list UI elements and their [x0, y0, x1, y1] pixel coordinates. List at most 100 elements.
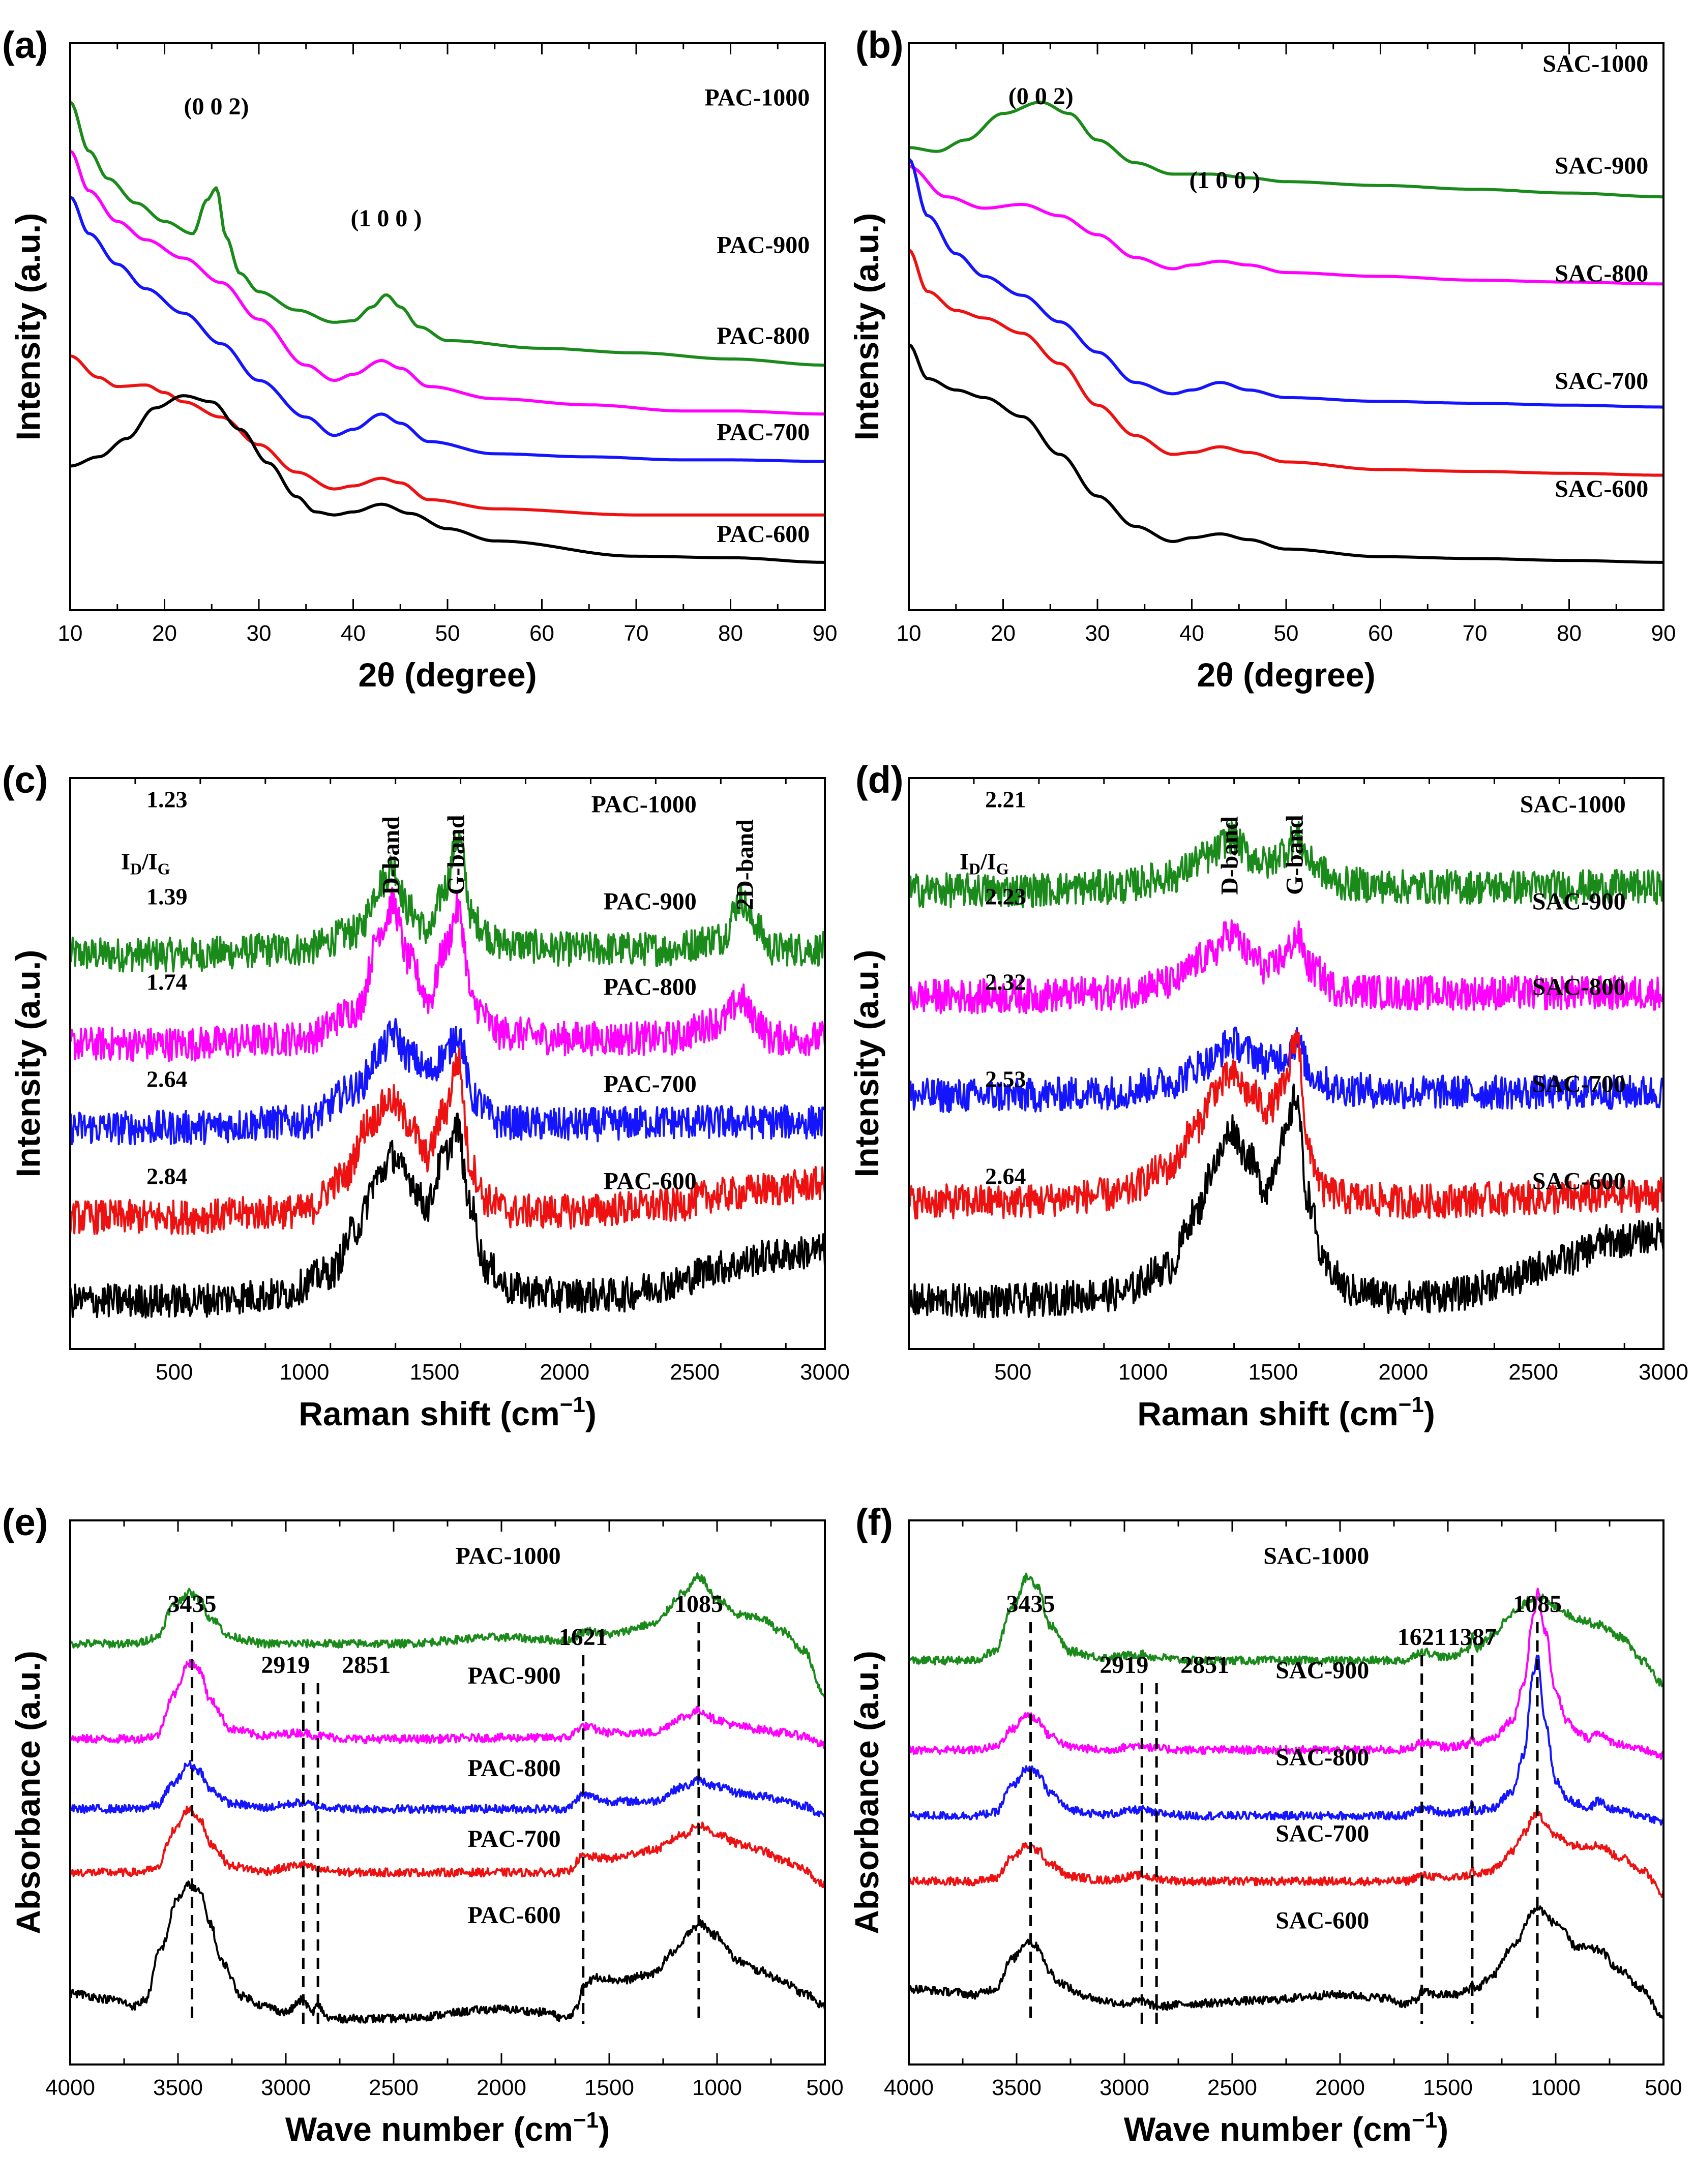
series-label-PAC-900: PAC-900 [717, 232, 810, 259]
x-axis-label: Wave number (cm−1) [1124, 2108, 1448, 2148]
x-tick-label: 20 [152, 621, 177, 646]
band-annotation: G-band [1281, 815, 1308, 895]
series-line-PAC-1000 [69, 1572, 826, 1698]
series-label-SAC-1000: SAC-1000 [1520, 791, 1626, 818]
series-line-PAC-800 [69, 1760, 826, 1817]
x-axis-label: 2θ (degree) [358, 656, 537, 694]
x-tick-label: 30 [247, 621, 272, 646]
series-label-PAC-700: PAC-700 [468, 1826, 561, 1852]
series-label-SAC-700: SAC-700 [1555, 368, 1648, 395]
plot-frame [908, 42, 1665, 611]
panel-letter: (a) [2, 24, 48, 66]
peak-annotation: (1 0 0 ) [1189, 167, 1260, 194]
x-tick-label: 500 [994, 1360, 1031, 1385]
series-line-PAC-900 [69, 1659, 826, 1749]
ratio-value: 1.23 [146, 786, 188, 812]
panel-letter: (b) [855, 24, 904, 66]
x-tick-label: 40 [1179, 621, 1204, 646]
peak-annotation: (0 0 2) [1008, 83, 1074, 110]
x-tick-label: 3500 [992, 2075, 1042, 2100]
band-annotation: D-band [1216, 816, 1243, 895]
peak-label-1621: 1621 [559, 1624, 608, 1651]
series-line-PAC-900 [69, 887, 826, 1062]
series-label-PAC-1000: PAC-1000 [591, 791, 697, 818]
panel-letter: (e) [2, 1501, 48, 1543]
series-line-SAC-600 [908, 1905, 1665, 2019]
series-label-PAC-600: PAC-600 [604, 1168, 697, 1195]
x-tick-label: 60 [1368, 621, 1393, 646]
series-label-SAC-700: SAC-700 [1532, 1071, 1626, 1098]
y-axis-label: Absorbance (a.u.) [848, 1651, 885, 1934]
x-tick-label: 30 [1085, 621, 1110, 646]
y-axis-label: Intensity (a.u.) [9, 950, 47, 1177]
x-tick-label: 2000 [1315, 2075, 1365, 2100]
x-axis-label: Raman shift (cm−1) [299, 1392, 597, 1432]
series-label-PAC-900: PAC-900 [604, 888, 697, 915]
series-label-PAC-800: PAC-800 [717, 322, 810, 349]
series-line-PAC-1000 [69, 101, 825, 367]
x-tick-label: 80 [1557, 621, 1582, 646]
panel-letter: (d) [855, 759, 904, 801]
series-line-PAC-600 [70, 394, 825, 564]
x-tick-label: 70 [624, 621, 649, 646]
series-line-SAC-1000 [908, 1572, 1665, 1688]
series-label-PAC-800: PAC-800 [468, 1755, 561, 1782]
x-tick-label: 3000 [261, 2075, 311, 2100]
x-tick-label: 20 [991, 621, 1016, 646]
plot-frame [69, 42, 826, 611]
series-label-SAC-800: SAC-800 [1275, 1744, 1369, 1771]
series-line-PAC-600 [69, 1880, 826, 2024]
series-line-PAC-700 [69, 1047, 826, 1235]
x-tick-label: 2500 [1508, 1360, 1558, 1385]
band-annotation: D-band [378, 816, 405, 895]
x-tick-label: 10 [897, 621, 922, 646]
ratio-value: 2.64 [985, 1163, 1026, 1189]
x-tick-label: 3000 [800, 1360, 850, 1385]
panel-f: (f) SAC-1000 SAC-900 SAC-800 SAC-700 SAC-600 3… [848, 1501, 1682, 2148]
x-tick-label: 4000 [884, 2075, 934, 2100]
x-tick-label: 2500 [369, 2075, 419, 2100]
ratio-value: 2.84 [146, 1163, 188, 1189]
x-tick-label: 50 [435, 621, 460, 646]
peak-label-1085: 1085 [674, 1591, 723, 1618]
x-tick-label: 3500 [153, 2075, 203, 2100]
series-label-PAC-1000: PAC-1000 [704, 84, 810, 111]
series-label-PAC-900: PAC-900 [468, 1662, 561, 1689]
series-label-SAC-800: SAC-800 [1555, 260, 1648, 287]
series-line-SAC-1000 [908, 100, 1663, 199]
x-tick-label: 1000 [1118, 1360, 1168, 1385]
plot-frame [908, 777, 1665, 1350]
series-line-SAC-900 [908, 1588, 1665, 1760]
series-label-SAC-900: SAC-900 [1532, 888, 1626, 915]
ratio-value: 2.32 [985, 969, 1026, 995]
series-line-SAC-900 [908, 919, 1665, 1014]
ratio-value: 2.23 [985, 883, 1026, 909]
series-label-SAC-1000: SAC-1000 [1263, 1543, 1369, 1570]
x-tick-label: 2500 [1207, 2075, 1257, 2100]
series-label-SAC-900: SAC-900 [1555, 152, 1648, 179]
x-tick-label: 2500 [670, 1360, 720, 1385]
band-annotation: 2D-band [731, 819, 758, 910]
panel-letter: (f) [855, 1501, 893, 1543]
panel-d: (d) SAC-1000 SAC-900 SAC-800 SAC-700 SAC-600 I… [848, 759, 1688, 1432]
x-tick-label: 2000 [477, 2075, 526, 2100]
x-tick-label: 1500 [1248, 1360, 1298, 1385]
series-line-PAC-600 [69, 1112, 826, 1319]
peak-label-1387: 1387 [1448, 1624, 1497, 1651]
series-line-PAC-900 [69, 149, 825, 416]
series-label-SAC-600: SAC-600 [1532, 1168, 1626, 1195]
ratio-value: 1.74 [146, 969, 188, 995]
peak-label-3435: 3435 [168, 1591, 217, 1618]
x-tick-label: 2000 [1378, 1360, 1428, 1385]
ratio-header: ID/IG [960, 849, 1009, 878]
x-tick-label: 1500 [1423, 2075, 1473, 2100]
y-axis-label: Absorbance (a.u.) [9, 1651, 47, 1934]
peak-label-1085: 1085 [1513, 1591, 1562, 1618]
x-tick-label: 1000 [1531, 2075, 1581, 2100]
x-tick-label: 500 [806, 2075, 843, 2100]
peak-annotation: (0 0 2) [184, 93, 249, 120]
x-tick-label: 2000 [540, 1360, 589, 1385]
series-line-SAC-800 [908, 1026, 1665, 1114]
peak-label-3435: 3435 [1006, 1591, 1055, 1618]
